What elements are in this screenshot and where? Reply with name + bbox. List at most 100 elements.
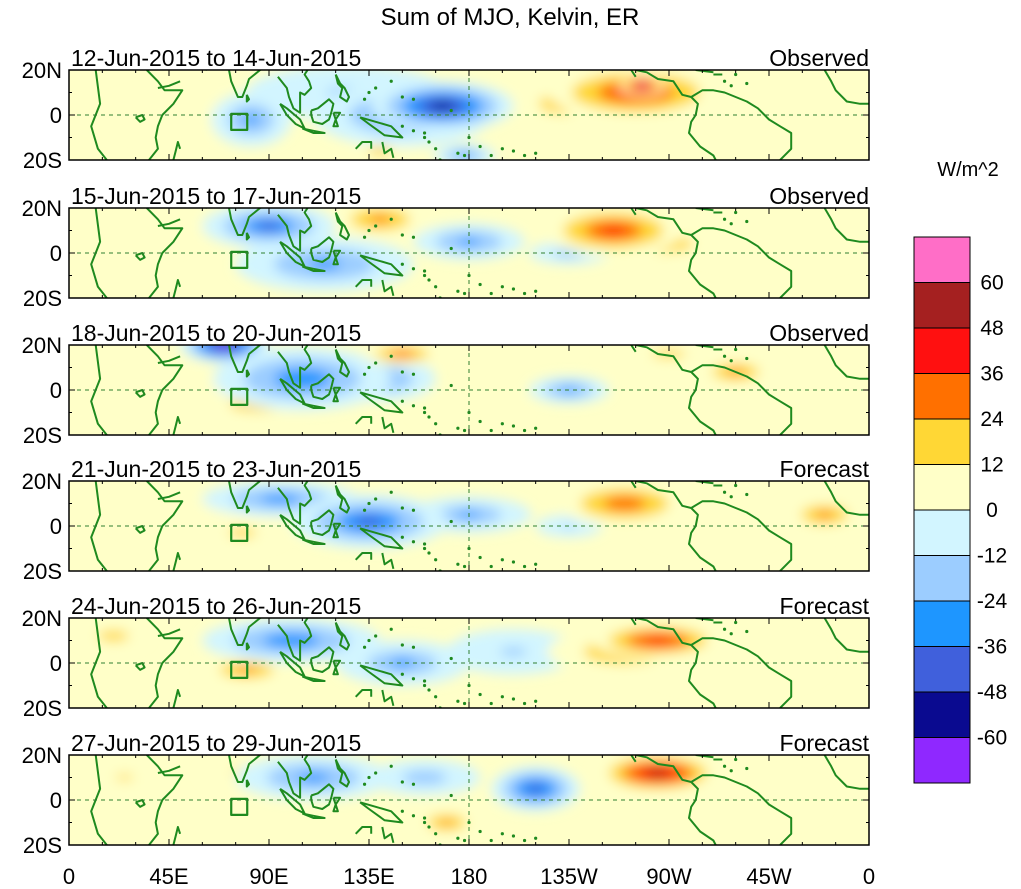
island bbox=[722, 217, 727, 221]
island bbox=[489, 291, 493, 296]
coastline bbox=[354, 826, 373, 835]
island bbox=[478, 555, 482, 560]
island bbox=[449, 793, 453, 798]
island bbox=[511, 287, 516, 291]
coastline bbox=[277, 345, 313, 389]
island bbox=[427, 688, 431, 692]
coastline bbox=[690, 500, 793, 571]
island bbox=[389, 354, 393, 358]
island bbox=[745, 356, 749, 361]
anomaly-field bbox=[90, 345, 869, 435]
coastline bbox=[245, 232, 250, 241]
anomaly-contour bbox=[389, 350, 415, 358]
anomaly-contour bbox=[297, 773, 330, 782]
coastline bbox=[310, 373, 335, 400]
panel-date-range: 27-Jun-2015 to 29-Jun-2015 bbox=[71, 730, 361, 756]
island bbox=[427, 140, 431, 144]
island bbox=[522, 701, 527, 706]
island bbox=[722, 490, 727, 494]
coastline bbox=[630, 618, 637, 626]
island bbox=[489, 153, 493, 158]
colorbar-tick-label: 0 bbox=[986, 499, 998, 522]
coastline bbox=[332, 796, 342, 813]
coastline bbox=[332, 522, 342, 539]
panel-date-range: 18-Jun-2015 to 20-Jun-2015 bbox=[71, 320, 361, 346]
island bbox=[734, 757, 738, 762]
coastlines bbox=[90, 618, 869, 708]
coastline bbox=[172, 141, 182, 160]
anomaly-contour bbox=[274, 368, 331, 389]
colorbar-swatch bbox=[913, 509, 971, 556]
island bbox=[362, 782, 367, 786]
coastline bbox=[245, 369, 250, 378]
coastline bbox=[310, 236, 335, 263]
colorbar-tick-label: -36 bbox=[977, 636, 1007, 659]
y-tick-label: 0 bbox=[50, 514, 62, 539]
coastline bbox=[690, 227, 793, 298]
coastline bbox=[359, 391, 404, 414]
coastline bbox=[690, 637, 793, 708]
coastline bbox=[157, 628, 181, 637]
reference-box bbox=[230, 112, 249, 131]
island bbox=[478, 144, 482, 149]
panel-status: Observed bbox=[769, 45, 869, 71]
island bbox=[434, 558, 438, 562]
anomaly-contour bbox=[69, 208, 203, 253]
coastline bbox=[90, 481, 108, 571]
colorbar-swatch bbox=[913, 737, 971, 784]
panel-ticks bbox=[68, 69, 870, 161]
island bbox=[462, 701, 467, 706]
island bbox=[389, 627, 393, 631]
island bbox=[500, 558, 504, 562]
anomaly-contour bbox=[600, 226, 627, 235]
island bbox=[427, 415, 431, 419]
coastline bbox=[823, 618, 869, 653]
coastline bbox=[310, 98, 335, 125]
island bbox=[462, 291, 467, 296]
island bbox=[434, 422, 438, 426]
island bbox=[449, 656, 453, 661]
coastline bbox=[310, 783, 335, 810]
island bbox=[745, 629, 749, 634]
colorbar-swatch bbox=[913, 555, 971, 602]
island bbox=[729, 359, 733, 363]
island bbox=[411, 782, 416, 786]
panel-status: Forecast bbox=[780, 456, 870, 482]
lake-outline bbox=[134, 252, 146, 261]
coastline bbox=[635, 208, 692, 236]
panel-date-range: 15-Jun-2015 to 17-Jun-2015 bbox=[71, 183, 361, 209]
island bbox=[362, 508, 367, 512]
panel-date-range: 24-Jun-2015 to 26-Jun-2015 bbox=[71, 593, 361, 619]
coastline bbox=[334, 349, 350, 378]
coastline bbox=[277, 208, 313, 252]
coastline bbox=[277, 70, 313, 114]
island bbox=[449, 383, 453, 388]
coastline bbox=[381, 689, 395, 707]
coastline bbox=[146, 208, 184, 298]
island bbox=[522, 428, 527, 433]
reference-box bbox=[230, 523, 249, 542]
island bbox=[422, 679, 427, 683]
island bbox=[456, 562, 460, 566]
island bbox=[422, 131, 427, 135]
island bbox=[456, 836, 460, 840]
anomaly-contour bbox=[603, 496, 646, 511]
island bbox=[374, 224, 378, 228]
panel-status: Observed bbox=[769, 183, 869, 209]
island bbox=[534, 562, 538, 566]
island bbox=[422, 546, 427, 551]
coastline bbox=[301, 538, 326, 545]
island bbox=[489, 564, 493, 569]
island bbox=[389, 79, 393, 83]
anomaly-contour bbox=[229, 528, 256, 538]
y-tick-label: 0 bbox=[50, 378, 62, 403]
island bbox=[478, 692, 482, 697]
colorbar-swatch bbox=[913, 464, 971, 511]
coastline bbox=[688, 781, 717, 845]
coastline bbox=[690, 364, 793, 435]
coastline bbox=[90, 618, 108, 708]
island bbox=[422, 683, 427, 688]
y-tick-label: 0 bbox=[50, 103, 62, 128]
island bbox=[411, 645, 416, 649]
coastline bbox=[277, 618, 313, 662]
